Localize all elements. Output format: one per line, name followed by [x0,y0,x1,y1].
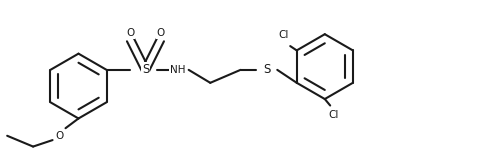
Text: O: O [55,131,63,141]
Text: O: O [126,28,135,38]
Text: O: O [156,28,165,38]
Text: S: S [142,63,149,76]
Text: Cl: Cl [279,30,289,40]
Text: S: S [263,63,270,76]
Text: Cl: Cl [328,110,339,120]
Text: NH: NH [170,65,186,75]
